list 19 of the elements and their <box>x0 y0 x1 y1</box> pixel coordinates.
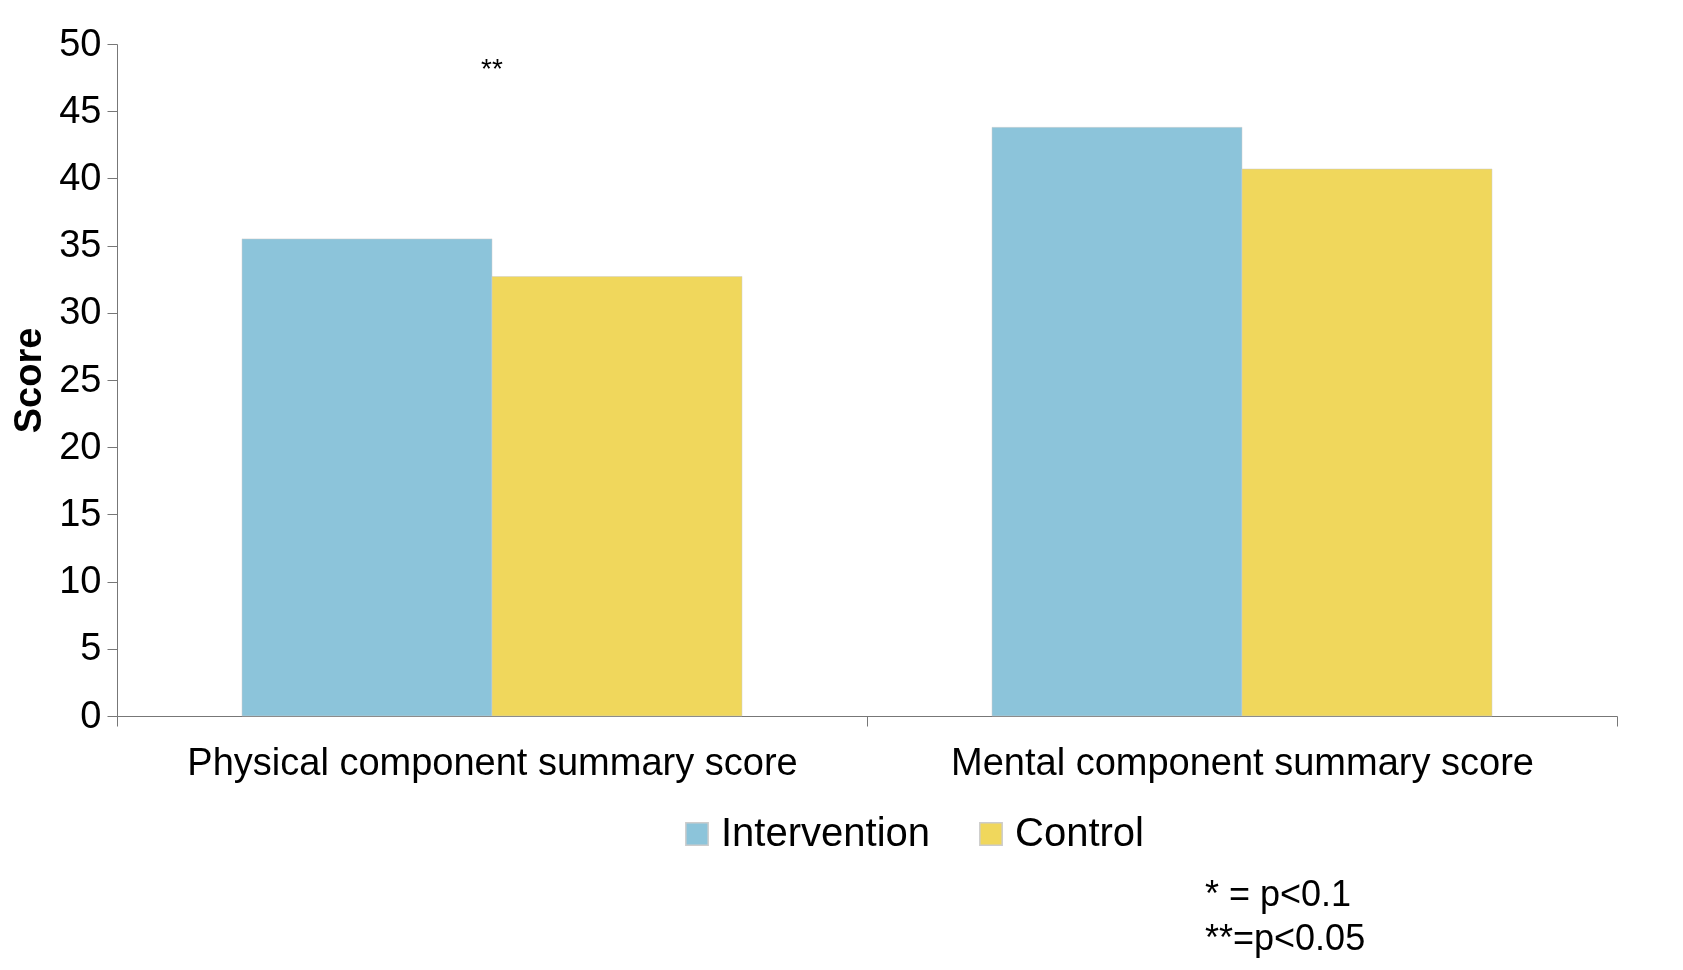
y-tick-label: 30 <box>59 290 102 333</box>
y-tick-label: 5 <box>80 626 102 669</box>
y-tick-label: 45 <box>59 88 102 131</box>
y-tick-label: 20 <box>59 424 102 467</box>
y-tick-label: 35 <box>59 223 102 266</box>
x-tick-label: Mental component summary score <box>951 740 1534 783</box>
text: **=p<0.05 <box>1205 916 1366 960</box>
legend-label: Control <box>1015 810 1144 854</box>
text: * = p<0.1 <box>1205 872 1353 916</box>
y-tick-label: 50 <box>59 21 102 64</box>
y-axis-title: Score <box>7 327 50 434</box>
y-tick-label: 10 <box>59 559 102 602</box>
x-tick-label: Physical component summary score <box>187 740 798 783</box>
y-tick-label: 40 <box>59 155 102 198</box>
legend-label: Intervention <box>721 810 931 854</box>
y-tick-label: 25 <box>59 357 102 400</box>
y-tick-label: 15 <box>59 491 102 534</box>
y-tick-label: 0 <box>80 693 102 736</box>
annotation: ** <box>481 53 503 84</box>
